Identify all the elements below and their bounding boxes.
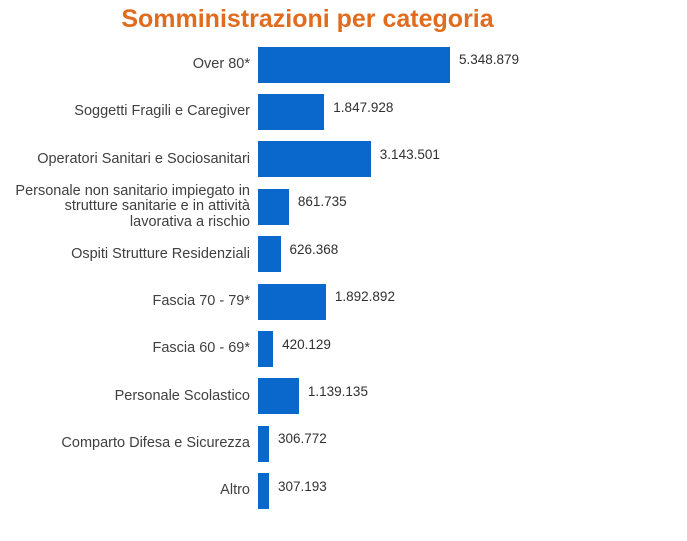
bar[interactable]	[258, 46, 450, 83]
value-label: 5.348.879	[459, 52, 520, 68]
bar[interactable]	[258, 473, 269, 510]
category-label: Operatori Sanitari e Sociosanitari	[37, 150, 250, 167]
bar[interactable]	[258, 94, 325, 131]
category-label: Personale Scolastico	[114, 387, 250, 404]
category-label: Over 80*	[192, 55, 250, 72]
value-label: 861.735	[297, 194, 347, 210]
bar-area: 1.847.928	[258, 88, 687, 135]
bar-area: 626.368	[258, 231, 687, 278]
chart-row: Altro 307.193	[0, 468, 687, 515]
category-label: Altro	[220, 482, 250, 499]
bar-area: 306.772	[258, 420, 687, 467]
value-label: 1.892.892	[334, 289, 395, 305]
chart-row: Soggetti Fragili e Caregiver 1.847.928	[0, 88, 687, 135]
chart-row: Personale non sanitario impiegato in str…	[0, 183, 687, 230]
bar[interactable]	[258, 378, 299, 415]
value-label: 3.143.501	[379, 146, 440, 162]
bar-area: 1.139.135	[258, 373, 687, 420]
chart-row: Personale Scolastico 1.139.135	[0, 373, 687, 420]
value-label: 1.139.135	[307, 383, 368, 399]
value-label: 1.847.928	[333, 99, 394, 115]
bar[interactable]	[258, 283, 326, 320]
bar[interactable]	[258, 236, 281, 273]
bar[interactable]	[258, 141, 371, 178]
bar[interactable]	[258, 425, 269, 462]
chart-row: Fascia 60 - 69* 420.129	[0, 325, 687, 372]
category-label: Fascia 60 - 69*	[152, 340, 250, 357]
value-label: 307.193	[278, 478, 327, 494]
category-label: Soggetti Fragili e Caregiver	[74, 103, 250, 120]
value-label: 626.368	[289, 241, 339, 257]
category-label: Fascia 70 - 79*	[152, 292, 250, 309]
chart-row: Fascia 70 - 79* 1.892.892	[0, 278, 687, 325]
chart-row: Comparto Difesa e Sicurezza 306.772	[0, 420, 687, 467]
chart-header: Somministrazioni per categoria	[0, 0, 615, 34]
chart-plot-area: Over 80* 5.348.879 Soggetti Fragili e Ca…	[0, 41, 687, 515]
category-label: Comparto Difesa e Sicurezza	[61, 435, 250, 452]
category-label: Ospiti Strutture Residenziali	[71, 245, 250, 262]
bar[interactable]	[258, 188, 289, 225]
bar-area: 1.892.892	[258, 278, 687, 325]
bar-area: 3.143.501	[258, 136, 687, 183]
bar-area: 420.129	[258, 325, 687, 372]
bar-area: 861.735	[258, 183, 687, 230]
chart-row: Ospiti Strutture Residenziali 626.368	[0, 231, 687, 278]
value-label: 306.772	[278, 431, 327, 447]
category-label: Personale non sanitario impiegato in str…	[15, 182, 250, 230]
bar-area: 5.348.879	[258, 41, 687, 88]
chart-title: Somministrazioni per categoria	[121, 5, 494, 33]
bar[interactable]	[258, 331, 274, 368]
bar-area: 307.193	[258, 468, 687, 515]
value-label: 420.129	[282, 336, 331, 352]
chart-row: Operatori Sanitari e Sociosanitari 3.143…	[0, 136, 687, 183]
chart-row: Over 80* 5.348.879	[0, 41, 687, 88]
